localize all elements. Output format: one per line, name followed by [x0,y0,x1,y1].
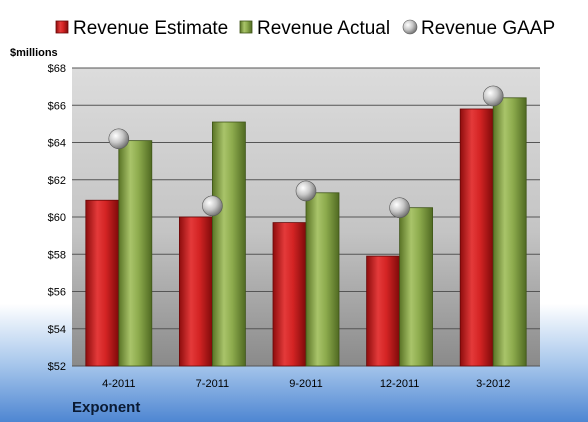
bar-revenue-actual [492,97,527,367]
marker-revenue-gaap [482,85,504,107]
bar-revenue-actual [118,140,153,367]
y-tick-label: $62 [48,175,66,187]
y-tick-label: $64 [48,138,66,150]
y-tick-label: $68 [48,63,66,75]
markers [108,85,504,218]
bar-revenue-estimate [366,255,401,367]
bars [85,97,527,367]
bar-revenue-actual [305,192,340,367]
legend-label: Revenue Estimate [73,18,228,39]
marker-revenue-gaap [389,197,410,218]
y-tick-label: $66 [48,100,66,112]
legend-item-revenue-actual: Revenue Actual [239,18,390,39]
x-tick-label: 7-2011 [196,378,229,390]
brand-label: Exponent [72,399,140,416]
marker-revenue-gaap [108,128,130,150]
x-tick-label: 9-2011 [289,378,322,390]
legend-label: Revenue Actual [257,18,390,39]
y-tick-label: $60 [48,212,66,224]
legend-swatch [239,20,253,34]
y-axis: $52 $54 $56 $58 $60 $62 $64 $66 $68 [48,63,66,373]
y-tick-label: $54 [48,324,66,336]
bar-revenue-estimate [272,222,307,367]
marker-revenue-gaap [202,195,223,217]
unit-label: $millions [10,47,58,59]
legend: Revenue Estimate Revenue Actual Revenue GA… [55,18,555,39]
legend-swatch [55,20,69,34]
marker-revenue-gaap [295,180,317,202]
y-tick-label: $56 [48,287,66,299]
legend-item-revenue-estimate: Revenue Estimate [55,18,228,39]
legend-item-revenue-gaap: Revenue GAAP [402,18,555,39]
y-tick-label: $52 [48,361,66,373]
x-tick-label: 3-2012 [476,378,510,390]
bar-revenue-actual [211,121,246,367]
bar-revenue-actual [399,207,434,367]
x-axis: 4-2011 7-2011 9-2011 12-2011 3-2012 [102,378,510,390]
bar-revenue-estimate [85,199,120,367]
legend-swatch [402,19,418,35]
bar-revenue-estimate [459,108,494,367]
y-tick-label: $58 [48,249,66,261]
legend-label: Revenue GAAP [421,18,555,39]
x-tick-label: 4-2011 [102,378,135,390]
x-tick-label: 12-2011 [380,378,420,390]
bar-revenue-estimate [178,216,213,367]
